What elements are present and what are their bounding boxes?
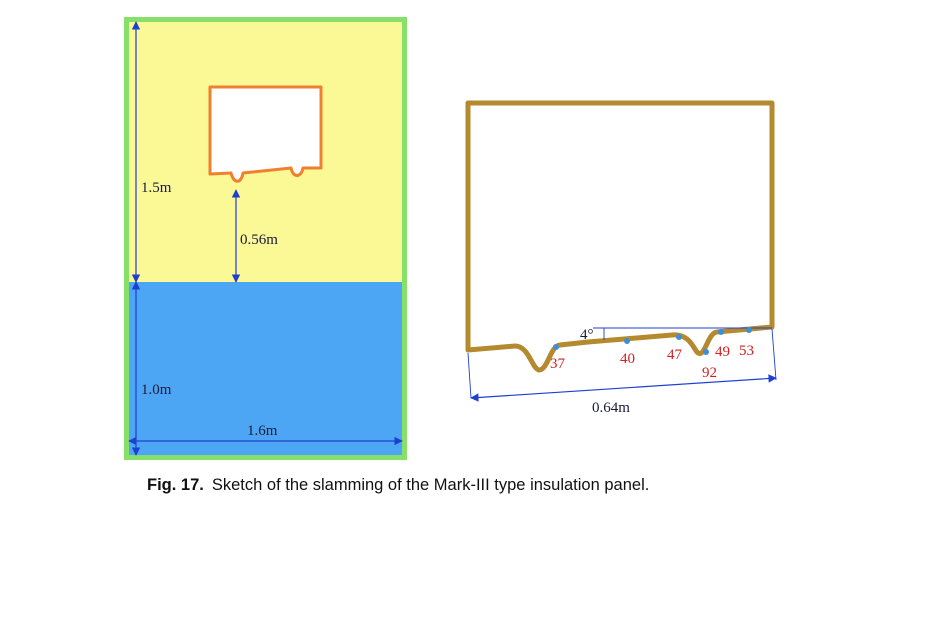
panel-width-extension-left bbox=[467, 352, 472, 399]
figure-number: Fig. 17. bbox=[147, 476, 204, 494]
sensor-point-47 bbox=[676, 334, 682, 340]
panel-width-dimension bbox=[470, 374, 777, 402]
sensor-label-49: 49 bbox=[715, 344, 730, 360]
tank-width-label: 1.6m bbox=[247, 423, 278, 439]
water-depth-label: 1.0m bbox=[141, 382, 172, 398]
panel-body-outline bbox=[208, 85, 323, 183]
panel-width-extension-right bbox=[771, 328, 777, 381]
sensor-label-40: 40 bbox=[620, 351, 635, 367]
panel-detail-outline bbox=[465, 100, 775, 373]
slamming-sketch-figure: 1.5m 0.56m 1.0m 1.6m 4° 37 40 47 49 53 9… bbox=[124, 17, 777, 460]
figure-caption-text: Sketch of the slamming of the Mark-III t… bbox=[211, 476, 650, 494]
panel-detail-sketch: 4° 37 40 47 49 53 92 0.64m bbox=[465, 100, 777, 416]
sensor-point-49 bbox=[718, 329, 724, 335]
sensor-label-37: 37 bbox=[550, 356, 566, 372]
tank-sketch: 1.5m 0.56m 1.0m 1.6m bbox=[124, 17, 407, 460]
sensor-label-53: 53 bbox=[739, 343, 754, 359]
tank-air-height-label: 1.5m bbox=[141, 180, 172, 196]
sensor-point-92 bbox=[703, 349, 709, 355]
sensor-label-47: 47 bbox=[667, 347, 683, 363]
sensor-point-53 bbox=[746, 327, 752, 333]
angle-label: 4° bbox=[580, 327, 594, 343]
panel-width-label: 0.64m bbox=[592, 400, 630, 416]
drop-height-label: 0.56m bbox=[240, 232, 278, 248]
sensor-label-92: 92 bbox=[702, 365, 717, 381]
sensor-point-40 bbox=[624, 338, 630, 344]
sensor-point-37 bbox=[553, 344, 559, 350]
water-region bbox=[129, 282, 402, 455]
figure-caption: Fig. 17. Sketch of the slamming of the Ma… bbox=[147, 476, 847, 495]
